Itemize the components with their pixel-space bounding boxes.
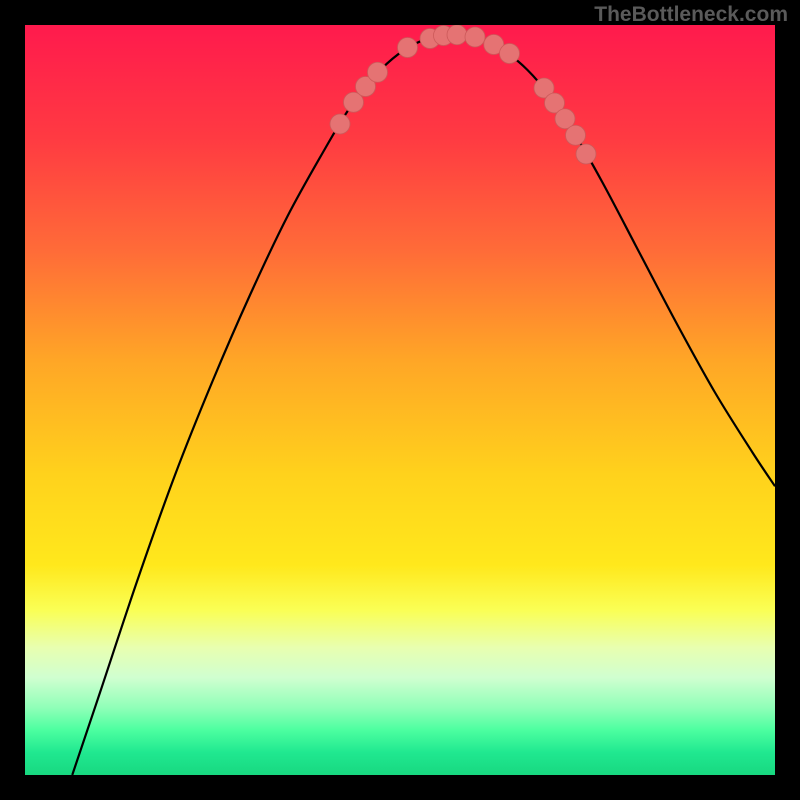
data-marker — [368, 62, 388, 82]
data-marker — [398, 38, 418, 58]
data-marker — [465, 27, 485, 47]
chart-container: TheBottleneck.com — [0, 0, 800, 800]
data-marker — [566, 125, 586, 145]
data-marker — [500, 44, 520, 64]
bottleneck-curve — [72, 34, 775, 775]
data-marker — [576, 144, 596, 164]
data-marker — [447, 25, 467, 45]
watermark-text: TheBottleneck.com — [594, 3, 788, 27]
plot-area — [25, 25, 775, 775]
curve-layer — [25, 25, 775, 775]
data-marker — [330, 114, 350, 134]
